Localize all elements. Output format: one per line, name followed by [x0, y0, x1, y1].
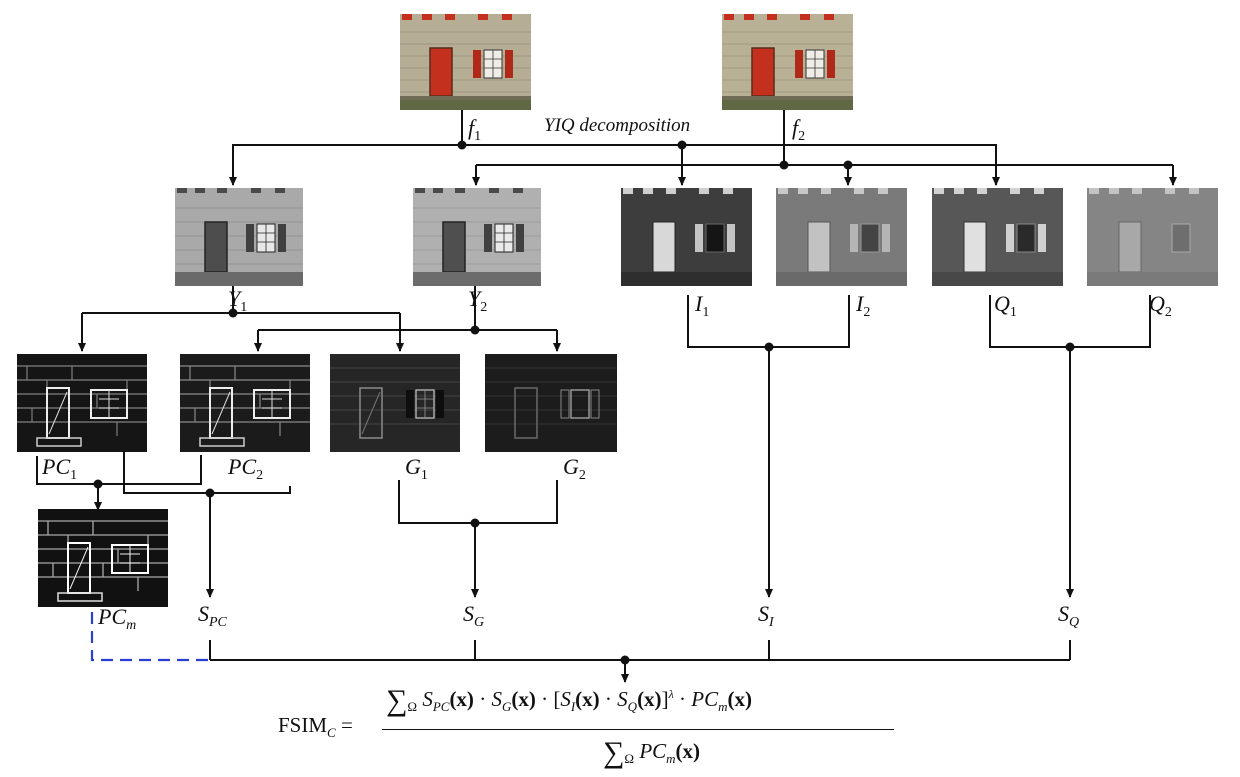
label-f1: f1: [468, 115, 482, 144]
yiq-caption: YIQ decomposition: [544, 115, 691, 136]
label-i2: I2: [856, 291, 871, 320]
image-q1: [932, 188, 1063, 286]
label-si: SI: [758, 601, 774, 630]
image-g2: [485, 354, 617, 452]
fraction-bar: [382, 729, 894, 730]
label-g1: G1: [405, 454, 428, 483]
label-q2: Q2: [1149, 291, 1172, 320]
label-f2: f2: [792, 115, 806, 144]
label-pc2: PC2: [228, 454, 264, 483]
image-g1: [330, 354, 460, 452]
image-f2: [722, 14, 853, 110]
image-y2: [413, 188, 541, 286]
formula-numerator: ∑Ω SPC(x) · SG(x) · [SI(x) · SQ(x)]λ · P…: [386, 684, 752, 717]
label-sg: SG: [463, 601, 485, 630]
label-i1: I1: [695, 291, 710, 320]
label-sq: SQ: [1058, 601, 1080, 630]
image-i1: [621, 188, 752, 286]
label-y1: Y1: [228, 286, 248, 315]
label-q1: Q1: [994, 291, 1017, 320]
label-spc: SPC: [198, 601, 227, 630]
formula-denominator: ∑Ω PCm(x): [603, 736, 701, 769]
label-g2: G2: [563, 454, 586, 483]
image-pc1: [17, 354, 147, 452]
fsim-formula: FSIMC = ∑Ω SPC(x) · SG(x) · [SI(x) · SQ(…: [278, 682, 918, 774]
image-i2: [776, 188, 907, 286]
label-pc1: PC1: [42, 454, 78, 483]
formula-lhs: FSIMC =: [278, 713, 353, 740]
image-q2: [1087, 188, 1218, 286]
label-pcm: PCm: [98, 604, 137, 633]
image-y1: [175, 188, 303, 286]
image-f1: [400, 14, 531, 110]
image-pc2: [180, 354, 310, 452]
label-y2: Y2: [468, 286, 488, 315]
image-pcm: [38, 509, 168, 607]
